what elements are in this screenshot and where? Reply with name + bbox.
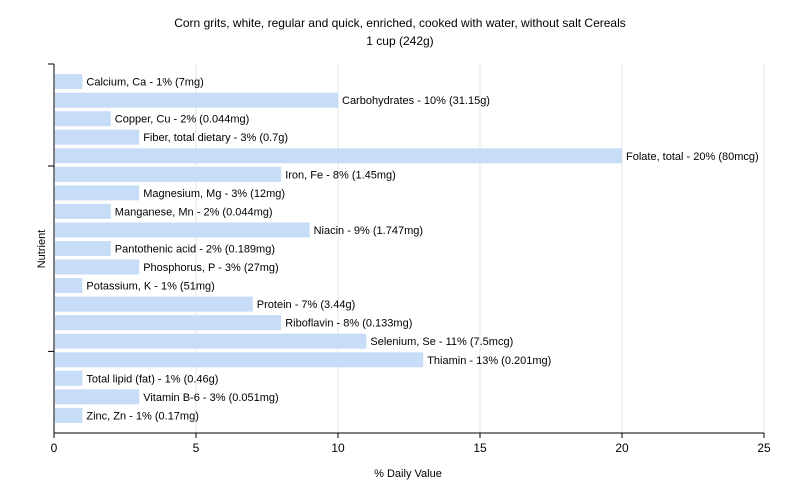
bar (55, 370, 83, 386)
x-tick-label: 25 (757, 441, 771, 455)
bar-label: Fiber, total dietary - 3% (0.7g) (143, 132, 288, 144)
bar-label: Folate, total - 20% (80mcg) (626, 151, 759, 163)
bar-label: Phosphorus, P - 3% (27mg) (143, 262, 279, 274)
bar (55, 185, 140, 201)
bar (55, 407, 83, 423)
bar (55, 296, 253, 312)
bar-label: Copper, Cu - 2% (0.044mg) (115, 114, 250, 126)
bar-label: Potassium, K - 1% (51mg) (86, 281, 214, 293)
chart-subtitle: 1 cup (242g) (366, 34, 433, 48)
bar (55, 333, 367, 349)
bar-label: Calcium, Ca - 1% (7mg) (86, 77, 203, 89)
bar-label: Total lipid (fat) - 1% (0.46g) (86, 373, 218, 385)
bar (55, 315, 282, 331)
bar (55, 241, 111, 256)
bar (55, 148, 622, 164)
x-tick-label: 5 (193, 441, 200, 455)
bar (55, 352, 424, 368)
bar (55, 389, 140, 405)
gridlines (195, 64, 765, 433)
bar-label: Manganese, Mn - 2% (0.044mg) (115, 206, 273, 218)
bar-label: Magnesium, Mg - 3% (12mg) (143, 188, 285, 200)
bar (55, 129, 140, 145)
chart-title: Corn grits, white, regular and quick, en… (174, 16, 626, 30)
bar-label: Pantothenic acid - 2% (0.189mg) (115, 244, 275, 256)
x-tick-label: 0 (51, 441, 58, 455)
bar-label: Zinc, Zn - 1% (0.17mg) (86, 410, 198, 422)
x-tick-label: 10 (331, 441, 345, 455)
bar (55, 203, 111, 219)
bar-label: Protein - 7% (3.44g) (257, 299, 355, 311)
bar-label: Selenium, Se - 11% (7.5mcg) (370, 336, 513, 348)
bar-label: Vitamin B-6 - 3% (0.051mg) (143, 392, 279, 404)
bar-label: Thiamin - 13% (0.201mg) (427, 355, 551, 367)
x-axis-label: % Daily Value (374, 468, 442, 480)
bar (55, 74, 83, 90)
x-ticks-group: 0 5 10 15 20 25 (51, 433, 771, 455)
bar (55, 166, 282, 182)
bar (55, 222, 310, 238)
y-axis-label: Nutrient (36, 230, 48, 269)
bar (55, 278, 83, 294)
bars-group: Calcium, Ca - 1% (7mg) Carbohydrates - 10… (55, 74, 759, 423)
bar-label: Riboflavin - 8% (0.133mg) (285, 318, 412, 330)
x-tick-label: 15 (473, 441, 487, 455)
axes-group (48, 63, 764, 434)
bar-label: Carbohydrates - 10% (31.15g) (342, 95, 490, 107)
x-tick-label: 20 (615, 441, 629, 455)
bar (55, 111, 111, 127)
bar (55, 259, 140, 275)
bar (55, 92, 338, 108)
bar-label: Iron, Fe - 8% (1.45mg) (285, 169, 396, 181)
bar-label: Niacin - 9% (1.747mg) (314, 225, 423, 237)
